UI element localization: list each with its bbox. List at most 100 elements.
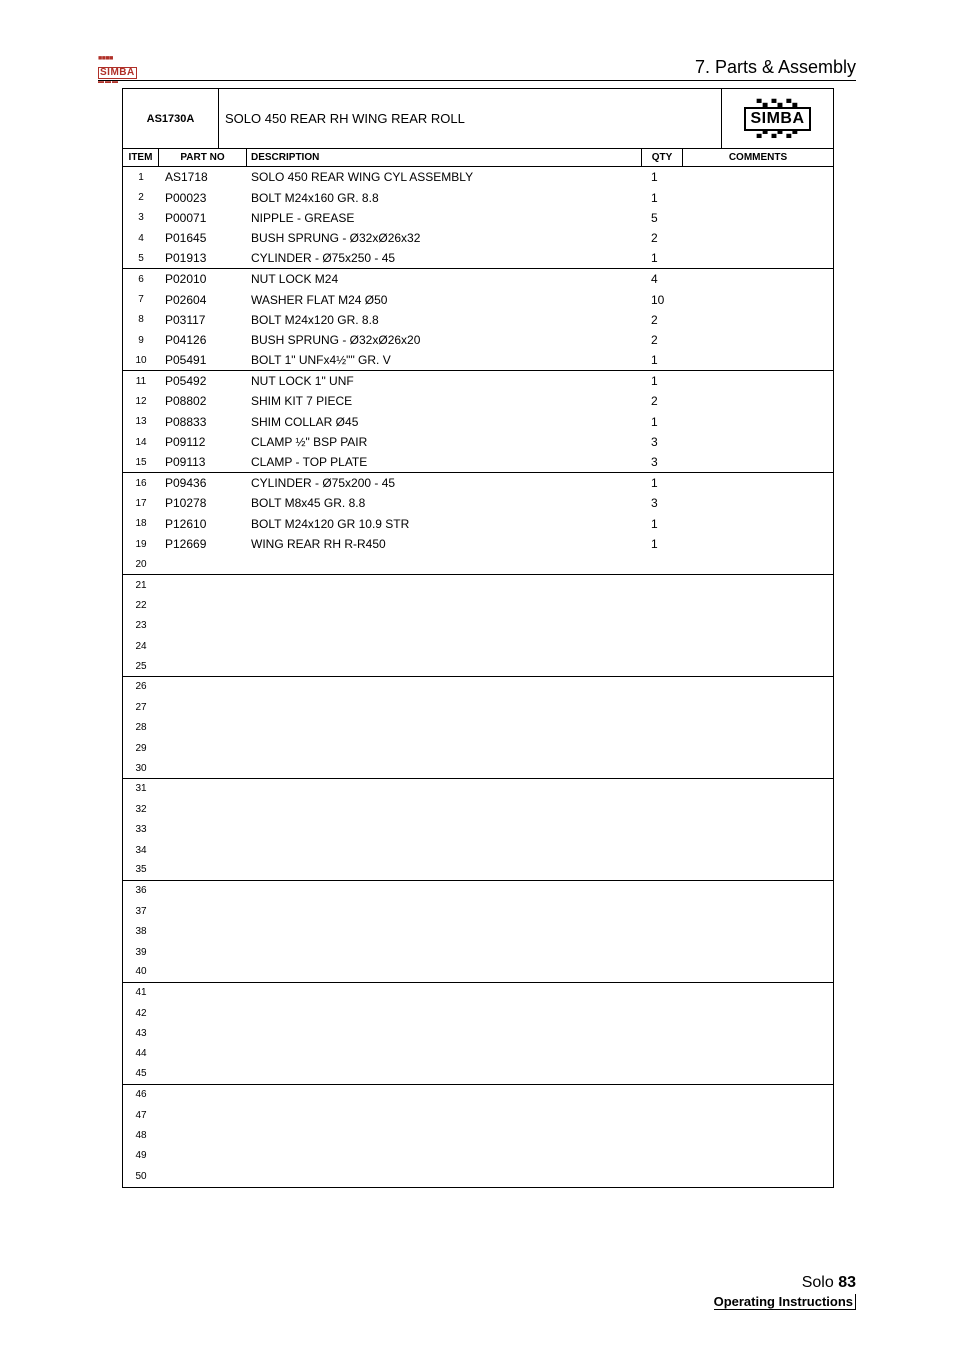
cell-item: 20 bbox=[123, 554, 159, 573]
cell-qty: 1 bbox=[641, 371, 683, 391]
cell-comments bbox=[683, 983, 833, 1003]
cell-comments bbox=[683, 1166, 833, 1186]
cell-description bbox=[247, 1166, 641, 1186]
cell-comments bbox=[683, 534, 833, 554]
cell-item: 42 bbox=[123, 1003, 159, 1023]
cell-item: 50 bbox=[123, 1166, 159, 1186]
cell-comments bbox=[683, 595, 833, 615]
cell-item: 13 bbox=[123, 412, 159, 432]
cell-description bbox=[247, 718, 641, 738]
page-footer: Solo 83 Operating Instructions bbox=[714, 1274, 856, 1311]
table-row: 3P00071NIPPLE - GREASE5 bbox=[123, 208, 833, 228]
cell-item: 17 bbox=[123, 493, 159, 513]
col-header-qty: QTY bbox=[641, 149, 683, 166]
cell-qty bbox=[641, 697, 683, 717]
cell-item: 33 bbox=[123, 820, 159, 840]
cell-description bbox=[247, 595, 641, 615]
table-row: 34 bbox=[123, 840, 833, 860]
table-row: 19P12669WING REAR RH R-R4501 bbox=[123, 534, 833, 554]
cell-description bbox=[247, 840, 641, 860]
logo-ornament-bottom: ▬▬▬ bbox=[98, 80, 140, 85]
cell-item: 38 bbox=[123, 921, 159, 941]
cell-description bbox=[247, 738, 641, 758]
cell-qty: 1 bbox=[641, 351, 683, 370]
table-row: 11P05492NUT LOCK 1" UNF1 bbox=[123, 371, 833, 391]
footer-subtitle: Operating Instructions bbox=[714, 1294, 856, 1310]
cell-description: BOLT M24x120 GR. 8.8 bbox=[247, 310, 641, 330]
cell-comments bbox=[683, 1044, 833, 1064]
cell-item: 7 bbox=[123, 289, 159, 309]
cell-qty bbox=[641, 779, 683, 799]
cell-qty bbox=[641, 860, 683, 879]
cell-item: 44 bbox=[123, 1044, 159, 1064]
cell-qty bbox=[641, 921, 683, 941]
cell-description bbox=[247, 1003, 641, 1023]
cell-description: SHIM KIT 7 PIECE bbox=[247, 391, 641, 411]
table-title-row: AS1730A SOLO 450 REAR RH WING REAR ROLL … bbox=[123, 89, 833, 149]
cell-partno bbox=[159, 881, 247, 901]
cell-comments bbox=[683, 677, 833, 697]
cell-item: 36 bbox=[123, 881, 159, 901]
cell-item: 49 bbox=[123, 1146, 159, 1166]
cell-item: 31 bbox=[123, 779, 159, 799]
table-row: 6P02010NUT LOCK M244 bbox=[123, 269, 833, 289]
cell-qty bbox=[641, 677, 683, 697]
cell-comments bbox=[683, 1085, 833, 1105]
cell-partno bbox=[159, 697, 247, 717]
cell-comments bbox=[683, 1023, 833, 1043]
cell-comments bbox=[683, 452, 833, 471]
table-row: 18P12610BOLT M24x120 GR 10.9 STR1 bbox=[123, 514, 833, 534]
table-row: 45 bbox=[123, 1064, 833, 1084]
cell-description: CLAMP ½" BSP PAIR bbox=[247, 432, 641, 452]
logo-ornament-top: ■■■■ bbox=[98, 56, 140, 62]
section-title: 7. Parts & Assembly bbox=[695, 57, 856, 78]
cell-item: 32 bbox=[123, 799, 159, 819]
footer-product: Solo bbox=[802, 1274, 834, 1291]
table-row: 15P09113CLAMP - TOP PLATE3 bbox=[123, 452, 833, 472]
table-row: 39 bbox=[123, 942, 833, 962]
cell-item: 45 bbox=[123, 1064, 159, 1083]
cell-partno: P10278 bbox=[159, 493, 247, 513]
cell-qty: 1 bbox=[641, 514, 683, 534]
table-row: 25 bbox=[123, 656, 833, 676]
cell-comments bbox=[683, 412, 833, 432]
cell-qty: 2 bbox=[641, 310, 683, 330]
cell-item: 39 bbox=[123, 942, 159, 962]
cell-qty bbox=[641, 1105, 683, 1125]
cell-qty: 3 bbox=[641, 493, 683, 513]
table-row: 40 bbox=[123, 962, 833, 982]
cell-partno bbox=[159, 840, 247, 860]
cell-qty bbox=[641, 1064, 683, 1083]
table-row: 17P10278BOLT M8x45 GR. 8.83 bbox=[123, 493, 833, 513]
cell-comments bbox=[683, 616, 833, 636]
cell-description bbox=[247, 1105, 641, 1125]
table-body: 1AS1718SOLO 450 REAR WING CYL ASSEMBLY12… bbox=[123, 167, 833, 1187]
table-row: 43 bbox=[123, 1023, 833, 1043]
brand-logo-small: ■■■■ SIMBA ▬▬▬ bbox=[98, 56, 140, 78]
cell-comments bbox=[683, 269, 833, 289]
cell-qty: 4 bbox=[641, 269, 683, 289]
table-row: 5P01913CYLINDER - Ø75x250 - 451 bbox=[123, 249, 833, 269]
cell-item: 28 bbox=[123, 718, 159, 738]
cell-description bbox=[247, 554, 641, 573]
cell-comments bbox=[683, 249, 833, 268]
cell-comments bbox=[683, 554, 833, 573]
table-row: 29 bbox=[123, 738, 833, 758]
cell-comments bbox=[683, 820, 833, 840]
cell-qty bbox=[641, 901, 683, 921]
cell-item: 30 bbox=[123, 758, 159, 777]
table-row: 14P09112CLAMP ½" BSP PAIR3 bbox=[123, 432, 833, 452]
cell-qty bbox=[641, 881, 683, 901]
col-header-partno: PART NO bbox=[159, 149, 247, 166]
cell-qty: 3 bbox=[641, 452, 683, 471]
cell-partno bbox=[159, 1044, 247, 1064]
table-row: 47 bbox=[123, 1105, 833, 1125]
cell-item: 25 bbox=[123, 656, 159, 675]
cell-description bbox=[247, 860, 641, 879]
cell-comments bbox=[683, 575, 833, 595]
cell-item: 1 bbox=[123, 167, 159, 187]
cell-qty: 1 bbox=[641, 249, 683, 268]
table-row: 2P00023BOLT M24x160 GR. 8.81 bbox=[123, 187, 833, 207]
cell-partno bbox=[159, 1125, 247, 1145]
cell-partno bbox=[159, 901, 247, 921]
